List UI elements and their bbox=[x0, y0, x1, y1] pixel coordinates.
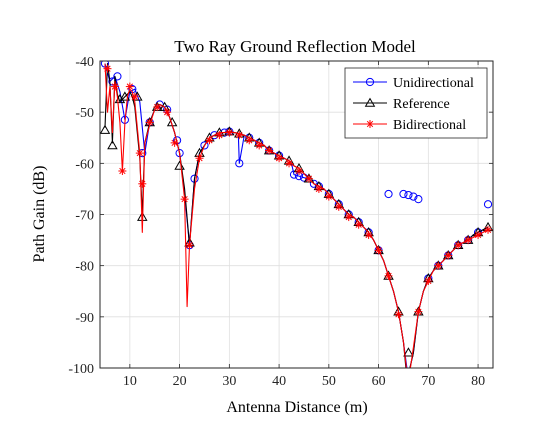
data-point-bidirectional bbox=[484, 225, 493, 234]
data-point-reference bbox=[100, 124, 111, 134]
legend-marker bbox=[364, 97, 376, 107]
data-point-bidirectional bbox=[344, 213, 353, 222]
x-tick-label: 70 bbox=[421, 374, 435, 389]
data-point-bidirectional bbox=[454, 241, 463, 250]
y-tick-label: -40 bbox=[75, 55, 94, 70]
data-point-bidirectional bbox=[255, 141, 264, 150]
data-point-bidirectional bbox=[145, 118, 154, 127]
data-point-bidirectional bbox=[125, 82, 134, 91]
y-tick-label: -70 bbox=[75, 209, 94, 224]
data-point-bidirectional bbox=[294, 167, 303, 176]
data-point-bidirectional bbox=[185, 241, 194, 250]
data-point-bidirectional bbox=[225, 128, 234, 137]
data-point-bidirectional bbox=[103, 64, 112, 73]
data-point-bidirectional bbox=[324, 192, 333, 201]
axis-tick-labels: 10 20 30 40 50 60 70 80 -100 -90 -80 -70 -60 -50 -40 bbox=[68, 55, 485, 389]
x-tick-label: 50 bbox=[322, 374, 336, 389]
data-point-bidirectional bbox=[153, 103, 162, 112]
data-point-bidirectional bbox=[364, 230, 373, 239]
data-point-bidirectional bbox=[464, 236, 473, 245]
legend-label: Unidirectional bbox=[393, 76, 474, 91]
y-axis-label: Path Gain (dB) bbox=[31, 166, 48, 263]
data-point-reference bbox=[403, 347, 414, 357]
y-tick-label: -80 bbox=[75, 260, 94, 275]
data-point-unidirectional bbox=[399, 189, 408, 199]
data-point-bidirectional bbox=[434, 261, 443, 270]
data-point-bidirectional bbox=[195, 154, 204, 163]
x-tick-label: 30 bbox=[222, 374, 236, 389]
data-point-unidirectional bbox=[384, 189, 393, 199]
legend: Unidirectional Reference Bidirectional bbox=[344, 67, 488, 139]
data-point-unidirectional bbox=[289, 170, 299, 179]
data-point-bidirectional bbox=[314, 184, 323, 193]
data-point-bidirectional bbox=[354, 220, 363, 229]
data-point-bidirectional bbox=[424, 277, 433, 286]
plot-frame bbox=[99, 60, 494, 369]
data-point-bidirectional bbox=[414, 307, 423, 316]
data-point-unidirectional bbox=[113, 72, 122, 81]
y-tick-label: -100 bbox=[68, 362, 94, 377]
data-point-bidirectional bbox=[170, 138, 179, 147]
data-point-bidirectional bbox=[275, 154, 284, 163]
data-point-bidirectional bbox=[138, 179, 147, 188]
data-point-unidirectional bbox=[483, 200, 493, 209]
x-tick-label: 60 bbox=[372, 374, 386, 389]
series-bidirectional bbox=[103, 63, 493, 368]
data-point-unidirectional bbox=[235, 159, 244, 168]
legend-label: Reference bbox=[393, 97, 450, 112]
data-point-bidirectional bbox=[384, 271, 393, 280]
chart-title: Two Ray Ground Reflection Model bbox=[174, 37, 416, 56]
data-point-reference bbox=[107, 140, 118, 150]
data-point-bidirectional bbox=[394, 310, 403, 319]
y-tick-label: -50 bbox=[75, 106, 94, 121]
data-point-bidirectional bbox=[163, 108, 172, 117]
data-point-bidirectional bbox=[118, 167, 127, 176]
data-point-bidirectional bbox=[235, 131, 244, 140]
x-tick-label: 40 bbox=[272, 374, 286, 389]
legend-label: Bidirectional bbox=[393, 118, 466, 133]
data-point-bidirectional bbox=[215, 131, 224, 140]
data-point-bidirectional bbox=[180, 195, 189, 204]
data-point-bidirectional bbox=[110, 82, 119, 91]
legend-marker bbox=[366, 120, 374, 128]
data-point-bidirectional bbox=[474, 230, 483, 239]
x-tick-label: 20 bbox=[173, 374, 187, 389]
series-layer bbox=[100, 61, 493, 368]
data-point-unidirectional bbox=[200, 141, 209, 150]
data-point-bidirectional bbox=[205, 136, 214, 145]
data-point-bidirectional bbox=[374, 246, 383, 255]
data-point-bidirectional bbox=[444, 251, 453, 260]
x-axis-label: Antenna Distance (m) bbox=[226, 399, 367, 416]
x-tick-label: 80 bbox=[471, 374, 485, 389]
data-point-reference bbox=[174, 160, 185, 170]
data-point-unidirectional bbox=[414, 195, 423, 204]
data-point-bidirectional bbox=[130, 92, 139, 101]
data-point-bidirectional bbox=[285, 159, 294, 168]
data-point-unidirectional bbox=[409, 192, 418, 201]
y-tick-label: -90 bbox=[75, 311, 94, 326]
data-point-bidirectional bbox=[334, 202, 343, 211]
y-tick-label: -60 bbox=[75, 157, 94, 172]
data-point-bidirectional bbox=[304, 174, 313, 183]
data-point-unidirectional bbox=[404, 190, 413, 200]
x-tick-label: 10 bbox=[123, 374, 137, 389]
data-point-bidirectional bbox=[245, 136, 254, 145]
legend-marker bbox=[365, 77, 375, 87]
data-point-bidirectional bbox=[265, 146, 274, 155]
data-point-bidirectional bbox=[135, 149, 144, 158]
